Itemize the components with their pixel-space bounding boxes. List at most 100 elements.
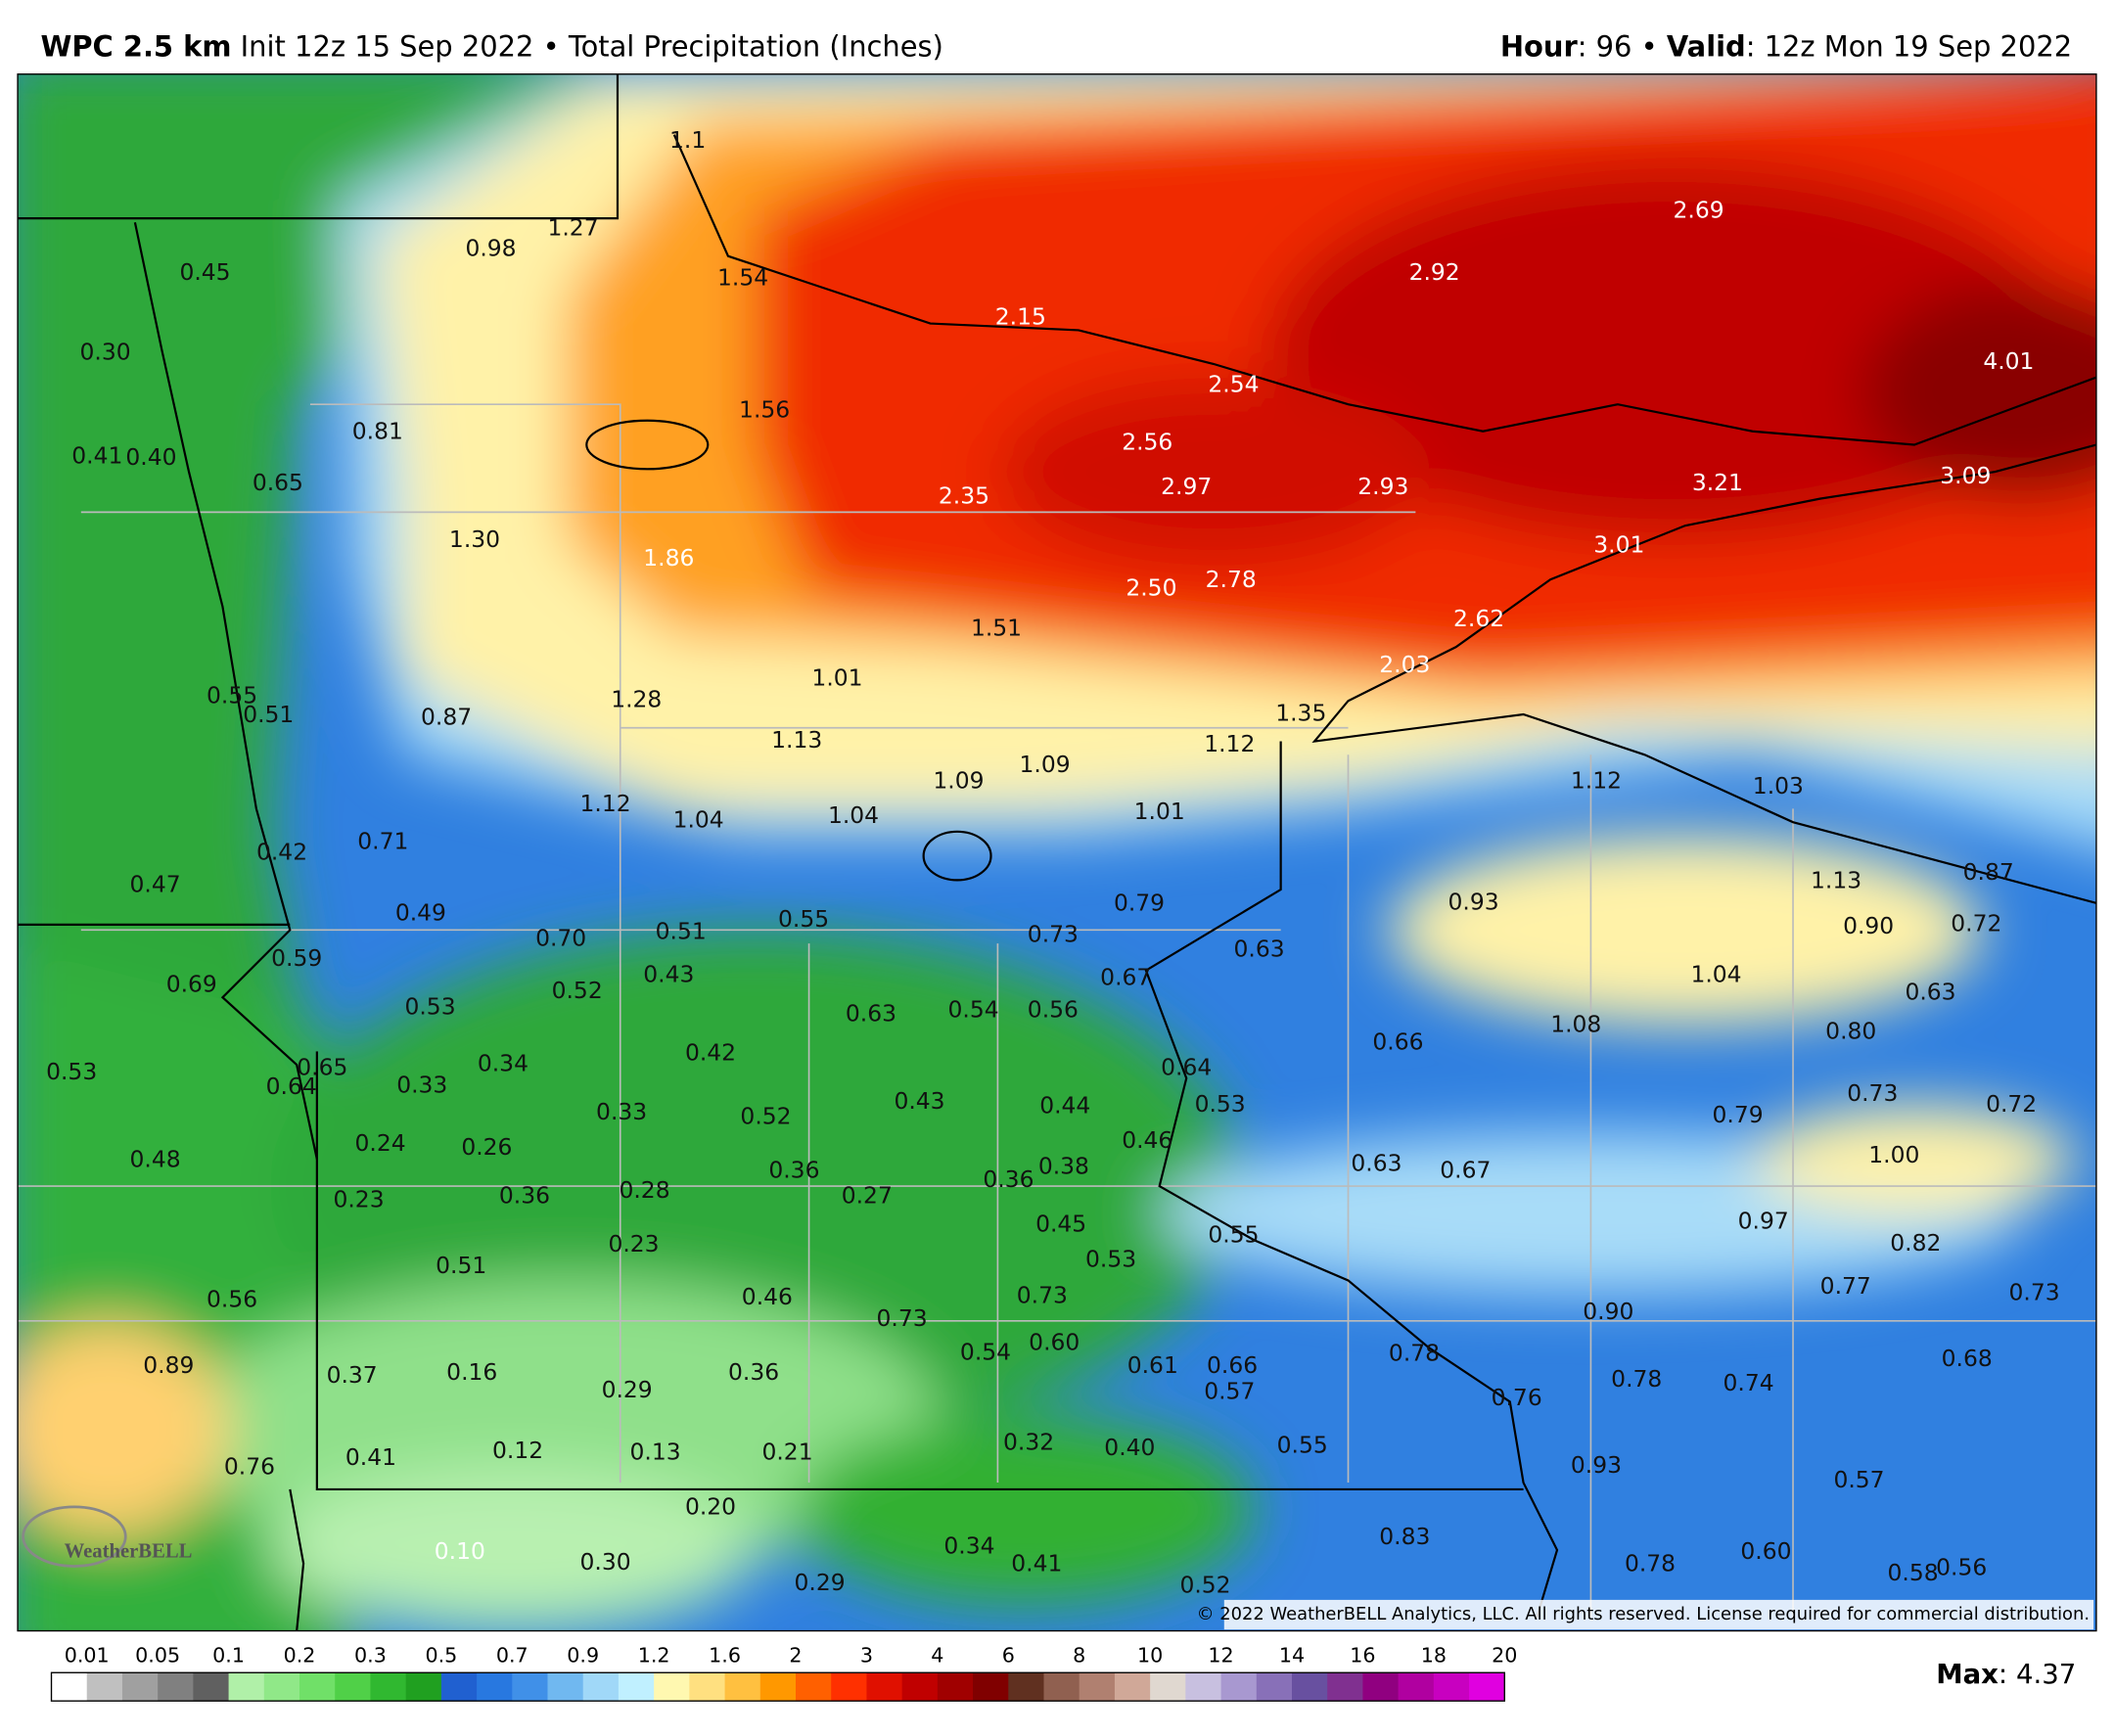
precip-label: 0.65 [297, 1054, 347, 1081]
precip-label: 0.36 [728, 1358, 779, 1386]
precip-label: 0.41 [345, 1443, 396, 1471]
precip-label: 1.1 [669, 126, 706, 154]
valid-value: : 12z Mon 19 Sep 2022 [1746, 30, 2072, 64]
legend: 0.01 0.05 0.1 0.2 0.3 0.5 0.7 0.9 1.2 1.6 2 3 4 6 8 10 1… [50, 1644, 1517, 1702]
precip-label: 0.93 [1448, 888, 1499, 915]
legend-swatch [335, 1672, 371, 1702]
precip-label: 0.12 [492, 1437, 543, 1464]
legend-swatch [1433, 1672, 1470, 1702]
legend-label: 1.6 [709, 1644, 741, 1667]
precip-label: 0.27 [842, 1182, 893, 1210]
legend-frame [50, 1671, 1505, 1702]
legend-label: 2 [789, 1644, 802, 1667]
precip-label: 2.69 [1674, 197, 1724, 224]
legend-swatch [1220, 1672, 1258, 1702]
precip-label: 1.01 [1134, 798, 1185, 825]
precip-label: 0.78 [1625, 1550, 1676, 1577]
legend-swatch [831, 1672, 867, 1702]
precip-label: 0.34 [478, 1050, 528, 1077]
precip-label: 0.45 [179, 258, 230, 286]
precip-label: 0.46 [742, 1283, 793, 1310]
precip-label: 2.35 [939, 482, 989, 510]
max-label: Max [1936, 1659, 1999, 1690]
precip-label: 1.03 [1753, 772, 1804, 799]
legend-swatch [1079, 1672, 1116, 1702]
precip-label: 2.54 [1208, 370, 1259, 397]
legend-label: 14 [1279, 1644, 1305, 1667]
precip-label: 2.56 [1122, 429, 1172, 456]
precip-label: 0.23 [608, 1230, 659, 1257]
precip-label: 0.73 [877, 1304, 928, 1332]
precip-label: 0.34 [943, 1532, 994, 1560]
precip-label: 0.68 [1942, 1345, 1993, 1372]
precip-label: 0.52 [1179, 1572, 1230, 1599]
legend-label: 0.05 [135, 1644, 180, 1667]
precip-label: 0.73 [2009, 1279, 2060, 1306]
precip-label: 2.97 [1161, 473, 1212, 500]
logo-mark [22, 1505, 127, 1568]
precip-label: 0.71 [357, 827, 408, 854]
legend-swatch [370, 1672, 407, 1702]
precip-label: 4.01 [1983, 347, 2034, 375]
legend-label: 3 [860, 1644, 873, 1667]
precip-label: 1.56 [739, 396, 790, 424]
precip-label: 1.04 [828, 801, 879, 829]
precip-label: 0.53 [46, 1058, 97, 1085]
map-frame [17, 73, 2097, 1632]
precip-label: 0.51 [436, 1252, 486, 1279]
precip-label: 0.44 [1039, 1091, 1090, 1119]
precip-label: 0.67 [1100, 963, 1151, 990]
legend-label: 0.3 [354, 1644, 387, 1667]
header-right: Hour: 96 • Valid: 12z Mon 19 Sep 2022 [1500, 30, 2072, 64]
precip-label: 3.09 [1940, 462, 1991, 489]
legend-swatch [193, 1672, 229, 1702]
precip-label: 0.61 [1127, 1351, 1178, 1379]
precip-label: 0.40 [125, 443, 176, 471]
precip-label: 0.36 [768, 1156, 819, 1183]
precip-label: 0.26 [461, 1133, 512, 1161]
precip-label: 0.74 [1723, 1369, 1774, 1396]
precip-label: 2.62 [1453, 605, 1504, 632]
precip-label: 0.67 [1440, 1156, 1491, 1183]
precip-label: 0.49 [395, 898, 446, 926]
precip-label: 0.66 [1372, 1028, 1423, 1056]
legend-swatch [547, 1672, 584, 1702]
precip-label: 0.36 [983, 1165, 1034, 1193]
precip-label: 0.36 [499, 1182, 550, 1210]
precip-label: 0.55 [207, 682, 257, 709]
precip-label: 0.52 [552, 977, 603, 1004]
legend-swatch [1398, 1672, 1435, 1702]
precip-label: 0.51 [656, 918, 707, 945]
precip-label: 0.58 [1888, 1559, 1939, 1586]
precip-label: 0.46 [1122, 1126, 1172, 1154]
precip-label: 0.63 [1351, 1150, 1402, 1177]
precip-label: 0.53 [404, 993, 455, 1021]
precip-label: 0.41 [71, 441, 122, 469]
precip-field [18, 73, 2096, 1631]
precip-label: 0.32 [1003, 1429, 1054, 1456]
precip-label: 0.64 [1161, 1054, 1212, 1081]
legend-swatch [440, 1672, 478, 1702]
legend-swatch [86, 1672, 123, 1702]
legend-swatch [477, 1672, 513, 1702]
precip-label: 0.77 [1820, 1272, 1871, 1300]
legend-swatch [1327, 1672, 1363, 1702]
precip-label: 0.40 [1104, 1434, 1155, 1461]
precip-label: 1.04 [673, 805, 724, 833]
legend-swatch [724, 1672, 761, 1702]
precip-label: 1.30 [449, 525, 500, 553]
legend-swatch [1114, 1672, 1151, 1702]
precip-label: 0.38 [1038, 1152, 1089, 1179]
precip-label: 1.12 [1571, 766, 1622, 794]
legend-swatch [937, 1672, 974, 1702]
map-labels: 1.1 0.45 0.98 1.27 1.54 2.15 2.69 2.92 4.01 2.54 0… [46, 126, 2060, 1598]
precip-label: 0.23 [333, 1186, 384, 1213]
precip-label: 0.43 [643, 961, 694, 988]
precip-label: 0.72 [1951, 909, 2001, 937]
precip-label: 0.76 [224, 1452, 275, 1480]
precip-label: 0.28 [619, 1176, 669, 1204]
precip-label: 0.66 [1207, 1351, 1258, 1379]
legend-label: 12 [1208, 1644, 1233, 1667]
logo: WeatherBELL [65, 1540, 193, 1562]
